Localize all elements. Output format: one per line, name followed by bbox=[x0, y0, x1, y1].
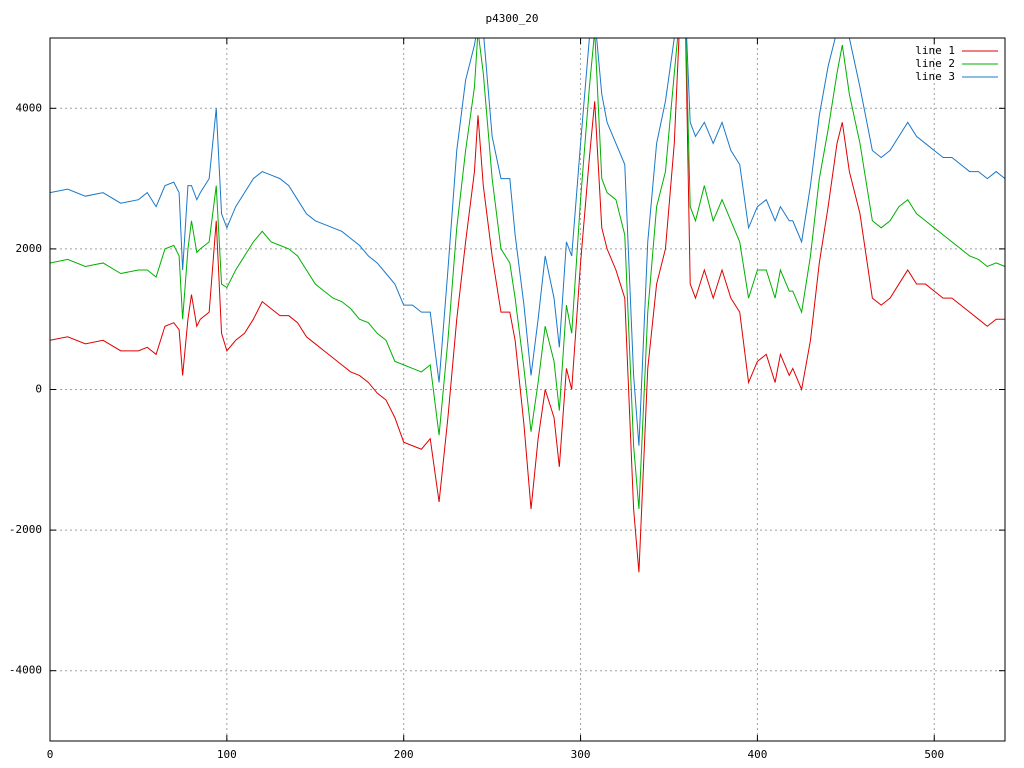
chart-title: p4300_20 bbox=[486, 12, 539, 25]
x-tick-label: 300 bbox=[571, 748, 591, 761]
x-tick-label: 500 bbox=[924, 748, 944, 761]
legend-label: line 1 bbox=[915, 44, 955, 57]
plot-area bbox=[50, 38, 1005, 573]
x-tick-label: 200 bbox=[394, 748, 414, 761]
x-tick-label: 100 bbox=[217, 748, 237, 761]
legend-label: line 2 bbox=[915, 57, 955, 70]
x-tick-label: 400 bbox=[747, 748, 767, 761]
data-line bbox=[50, 38, 1005, 510]
y-tick-label: -2000 bbox=[9, 523, 42, 536]
y-tick-label: 0 bbox=[35, 383, 42, 396]
x-tick-label: 0 bbox=[47, 748, 54, 761]
y-tick-label: 4000 bbox=[16, 101, 43, 114]
data-line bbox=[50, 38, 1005, 573]
legend-label: line 3 bbox=[915, 70, 955, 83]
data-line bbox=[50, 38, 1005, 446]
y-tick-label: 2000 bbox=[16, 242, 43, 255]
y-tick-label: -4000 bbox=[9, 664, 42, 677]
